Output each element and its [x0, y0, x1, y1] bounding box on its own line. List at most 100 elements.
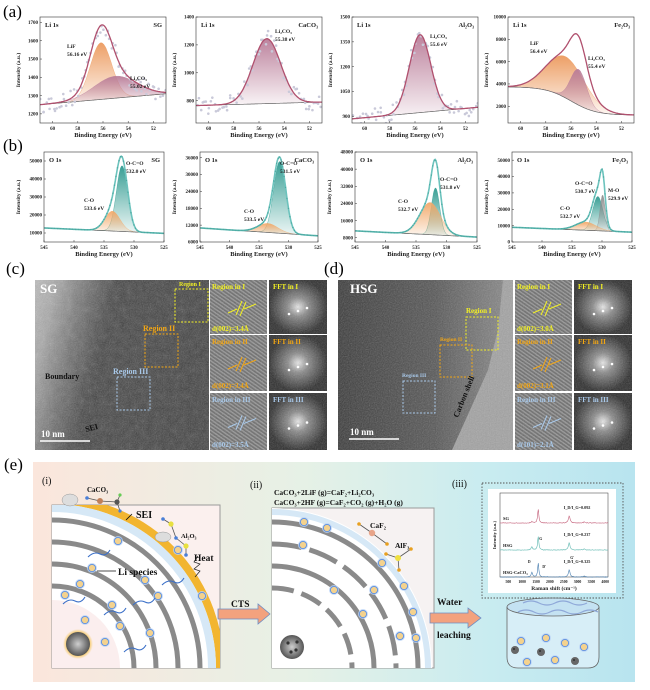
data-point [406, 230, 408, 232]
data-point [452, 111, 456, 114]
data-point [40, 97, 42, 101]
x-tick-label: 1500 [532, 580, 540, 584]
data-point [379, 111, 383, 114]
data-point [471, 107, 475, 111]
data-point [559, 228, 561, 230]
data-point [382, 115, 386, 119]
data-point [265, 34, 269, 37]
region-label-i: Region I [179, 282, 202, 288]
data-point [225, 105, 228, 108]
fft-label: FFT in I [273, 283, 298, 291]
y-tick-label: 20000 [30, 214, 43, 219]
data-point [380, 231, 382, 233]
peak-energy-label: 55.38 eV [275, 37, 295, 43]
data-point [629, 231, 632, 233]
x-tick-label: 2500 [560, 580, 568, 584]
x-tick-label: 545 [196, 246, 204, 251]
li-species-particle [322, 523, 332, 533]
diffusion-arrow [103, 607, 127, 616]
data-point [49, 97, 53, 100]
data-point [53, 109, 57, 113]
data-point [379, 106, 382, 110]
panel-label-c: (c) [6, 259, 25, 278]
data-point [302, 234, 304, 236]
data-point [353, 125, 356, 128]
data-point [65, 228, 68, 230]
data-point [98, 224, 101, 227]
data-point [402, 93, 406, 96]
fft-label: FFT in II [578, 338, 606, 346]
data-point [383, 231, 385, 234]
data-point [154, 97, 157, 101]
data-point [599, 171, 602, 174]
data-point [222, 105, 226, 109]
data-point [149, 232, 152, 234]
x-tick-label: 500 [505, 580, 511, 584]
oxygen-atom [85, 496, 89, 500]
data-point [404, 230, 407, 233]
data-point [577, 223, 579, 225]
li-species-particle [107, 600, 117, 610]
data-point [303, 101, 307, 105]
data-point [131, 219, 134, 221]
fft-label: FFT in I [578, 283, 603, 291]
data-point [568, 226, 570, 229]
data-point [556, 228, 558, 230]
x-tick-label: 540 [382, 246, 390, 251]
x-tick-label: 60 [206, 127, 212, 132]
data-point [468, 108, 472, 112]
data-point [592, 201, 594, 203]
data-point [578, 222, 581, 224]
data-point [47, 97, 51, 101]
data-point [315, 235, 318, 237]
data-point [307, 107, 311, 111]
data-point [557, 228, 560, 230]
fft-inset-2: FFT in II [574, 335, 632, 391]
data-point [403, 231, 405, 233]
outer-layer [52, 505, 216, 668]
data-point [595, 191, 597, 193]
data-point [424, 202, 426, 205]
noise [269, 280, 327, 334]
data-point [469, 110, 473, 114]
li-species-particle [87, 563, 97, 573]
data-point [76, 228, 78, 231]
data-point [467, 114, 471, 118]
data-point [536, 227, 539, 230]
particle [115, 621, 125, 631]
data-point [247, 229, 250, 231]
data-point [227, 229, 229, 231]
data-point [607, 221, 609, 223]
fft-spot [610, 362, 614, 366]
data-point [547, 228, 549, 230]
x-tick-label: 58 [387, 127, 393, 132]
data-point [257, 52, 261, 56]
data-point [598, 179, 600, 182]
data-point [70, 103, 74, 107]
data-point [533, 227, 536, 229]
data-point [590, 206, 593, 209]
fluorine-atom [357, 522, 361, 526]
particle [579, 642, 589, 652]
data-point [231, 229, 234, 231]
y-tick-label: 2000 [496, 105, 507, 110]
data-point [465, 111, 468, 115]
data-point [116, 167, 119, 169]
x-tick-label: 52 [463, 127, 469, 132]
data-point [301, 233, 303, 236]
data-point [250, 228, 253, 230]
peak-energy-label: 56.4 eV [530, 49, 547, 55]
peak-energy-label: 55.02 eV [130, 84, 150, 90]
li-species-particle [115, 621, 125, 631]
x-tick-label: 56 [413, 127, 419, 132]
data-point [209, 99, 213, 103]
fft-spot [305, 362, 309, 366]
data-point [520, 226, 522, 229]
y-axis-label: Intensity (a.u.) [171, 180, 178, 215]
spectrum-title: O 1s [517, 157, 530, 164]
li-species-particle [100, 637, 110, 647]
panel-label-e: (e) [4, 455, 23, 474]
data-point [59, 228, 62, 230]
data-point [140, 231, 143, 233]
y-tick-label: 1500 [28, 58, 39, 63]
